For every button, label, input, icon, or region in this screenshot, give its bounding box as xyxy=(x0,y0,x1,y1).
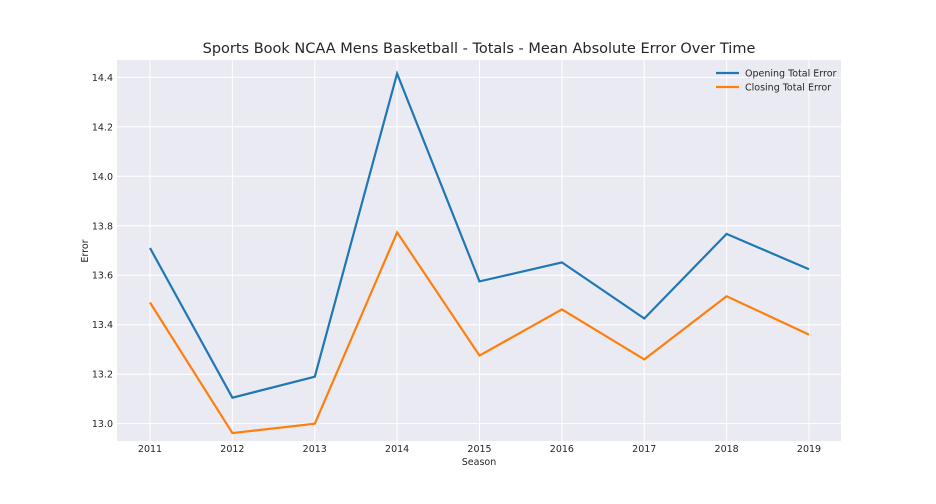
y-tick-label: 13.6 xyxy=(92,271,113,282)
x-tick-label: 2015 xyxy=(467,444,491,455)
y-tick-label: 14.0 xyxy=(92,172,113,183)
x-tick-label: 2014 xyxy=(385,444,409,455)
x-tick-label: 2017 xyxy=(632,444,656,455)
grid xyxy=(117,60,841,441)
y-tick-label: 14.2 xyxy=(92,122,113,133)
legend: Opening Total Error Closing Total Error xyxy=(716,69,837,94)
x-tick-label: 2013 xyxy=(303,444,327,455)
y-tick-label: 13.2 xyxy=(92,370,113,381)
legend-label: Opening Total Error xyxy=(745,69,837,80)
y-tick-label: 13.8 xyxy=(92,221,113,232)
x-tick-label: 2016 xyxy=(550,444,574,455)
x-tick-label: 2012 xyxy=(220,444,244,455)
x-tick-label: 2011 xyxy=(138,444,162,455)
x-tick-labels: 2011 2012 2013 2014 2015 2016 2017 2018 2019 xyxy=(138,444,821,455)
y-axis-label: Error xyxy=(80,239,91,262)
x-tick-label: 2019 xyxy=(797,444,821,455)
series-lines xyxy=(149,70,810,435)
x-axis-label: Season xyxy=(462,457,496,468)
y-tick-labels: 13.0 13.2 13.4 13.6 13.8 14.0 14.2 14.4 xyxy=(92,73,113,430)
y-tick-label: 13.4 xyxy=(92,320,113,331)
chart-title: Sports Book NCAA Mens Basketball - Total… xyxy=(203,41,756,57)
y-tick-label: 13.0 xyxy=(92,419,113,430)
legend-label: Closing Total Error xyxy=(745,83,831,94)
x-tick-label: 2018 xyxy=(715,444,739,455)
y-tick-label: 14.4 xyxy=(92,73,113,84)
series-line-closing xyxy=(149,230,810,435)
series-line-opening xyxy=(149,70,810,399)
